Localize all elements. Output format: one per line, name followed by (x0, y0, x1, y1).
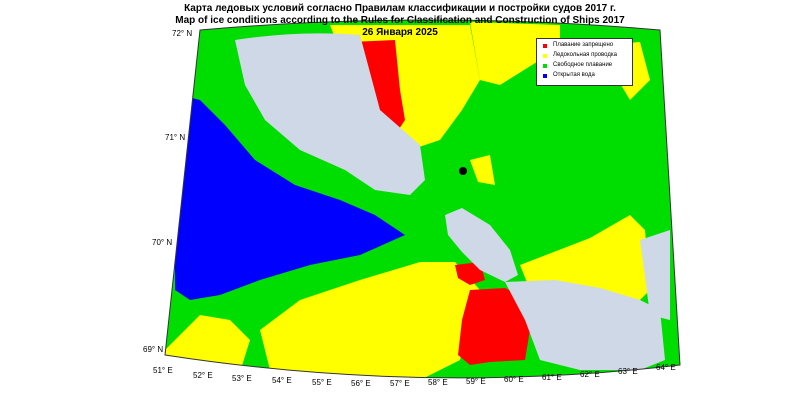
legend-swatch-prohibited (543, 43, 547, 48)
lon-label-62: 62° E (580, 370, 600, 379)
lon-label-52: 52° E (193, 371, 213, 380)
land-novaya-zemlya-south (235, 33, 425, 196)
legend-item-prohibited: Плавание запрещено (543, 41, 613, 50)
lon-label-58: 58° E (428, 378, 448, 387)
legend-label: Плавание запрещено (553, 42, 614, 48)
title-date: 26 Января 2025 (362, 27, 438, 38)
icebreaker-escort-zone-southeast (520, 215, 650, 300)
icebreaker-escort-zone-northeast (470, 22, 560, 85)
map-frame (164, 19, 681, 379)
legend-swatch-open-water (543, 73, 547, 78)
lon-label-63: 63° E (618, 367, 638, 376)
legend: Плавание запрещено Ледокольная проводка … (536, 38, 633, 86)
icebreaker-escort-zone-southwest (260, 262, 480, 378)
lon-label-61: 61° E (542, 373, 562, 382)
lon-label-64: 64° E (656, 363, 676, 372)
location-marker (459, 167, 467, 175)
title-russian: Карта ледовых условий согласно Правилам … (184, 3, 616, 14)
navigation-prohibited-zone-south-2 (458, 288, 530, 365)
lon-label-57: 57° E (390, 379, 410, 388)
land-mainland-southeast (505, 280, 665, 370)
legend-item-open-water: Открытая вода (543, 71, 595, 80)
legend-label: Свободное плавание (553, 62, 613, 68)
open-water-zone (175, 90, 405, 300)
lon-label-54: 54° E (272, 376, 292, 385)
legend-label: Ледокольная проводка (553, 52, 617, 58)
title-english: Map of ice conditions according to the R… (175, 15, 625, 26)
legend-swatch-free (543, 63, 547, 68)
lat-label-72: 72° N (172, 29, 192, 38)
lat-label-70: 70° N (152, 238, 172, 247)
map-titles: Карта ледовых условий согласно Правилам … (0, 3, 800, 39)
lat-label-71: 71° N (165, 133, 185, 142)
legend-swatch-icebreaker (543, 53, 547, 58)
legend-item-icebreaker: Ледокольная проводка (543, 51, 617, 60)
legend-label: Открытая вода (553, 72, 595, 78)
lon-label-59: 59° E (466, 377, 486, 386)
lon-label-56: 56° E (351, 379, 371, 388)
navigation-prohibited-zone-south-1 (455, 262, 485, 285)
lon-label-53: 53° E (232, 374, 252, 383)
icebreaker-escort-zone-small (470, 155, 495, 185)
land-vaygach-island (445, 208, 518, 282)
lat-label-69: 69° N (143, 345, 163, 354)
legend-item-free: Свободное плавание (543, 61, 612, 70)
lon-label-55: 55° E (312, 378, 332, 387)
lon-label-60: 60° E (504, 375, 524, 384)
land-mainland-east (640, 230, 670, 320)
lon-label-51: 51° E (153, 366, 173, 375)
